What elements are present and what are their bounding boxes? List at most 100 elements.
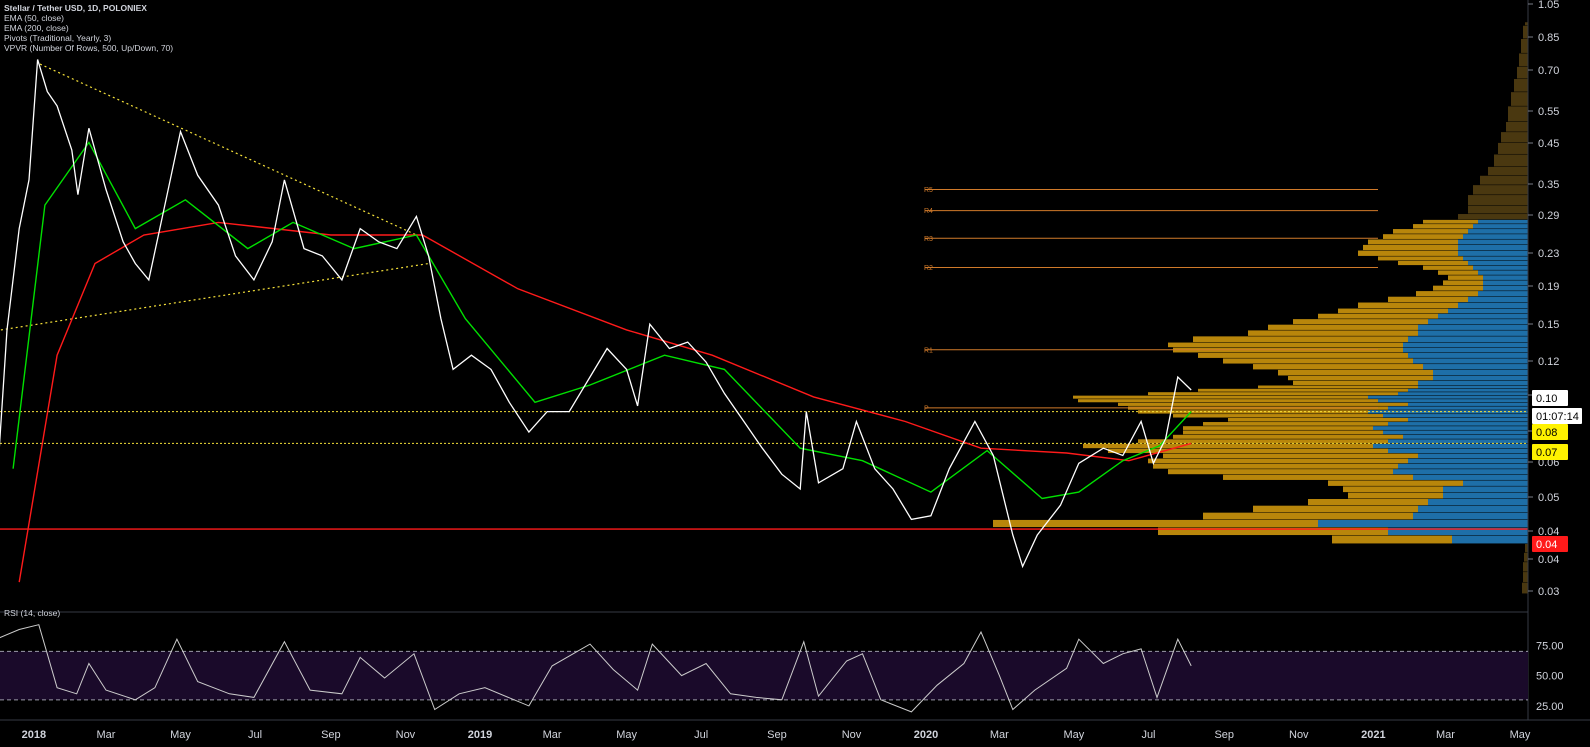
- chart-legend: Stellar / Tether USD, 1D, POLONIEX EMA (…: [4, 3, 173, 53]
- price-tick-label: 0.05: [1538, 492, 1559, 504]
- legend-pivots[interactable]: Pivots (Traditional, Yearly, 3): [4, 33, 112, 43]
- vp-row-down: [1183, 430, 1383, 435]
- vp-row-up: [1478, 219, 1528, 224]
- time-tick-label: Sep: [321, 729, 341, 741]
- vp-row-down: [1293, 319, 1428, 325]
- vp-row-up: [1463, 234, 1528, 239]
- vp-row-up: [1463, 480, 1528, 486]
- trendlines: [0, 63, 429, 331]
- vp-row-up: [1468, 296, 1528, 303]
- vp-row-up: [1403, 434, 1528, 439]
- rsi-pane: [0, 624, 1528, 713]
- vp-row-down: [1525, 22, 1528, 26]
- vp-row-down: [1308, 499, 1428, 506]
- volume-profile: [993, 22, 1528, 594]
- time-tick-label: 2020: [914, 729, 938, 741]
- pivot-label-r1: R1: [924, 347, 933, 354]
- time-tick-label: 2019: [468, 729, 492, 741]
- vp-row-down: [1118, 402, 1408, 406]
- pivot-levels: R5 R4 R3 R2 R1 P: [924, 187, 1378, 412]
- vp-row-down: [1318, 313, 1438, 319]
- vp-row-down: [1525, 543, 1528, 553]
- vp-row-down: [1153, 463, 1398, 469]
- vp-row-up: [1413, 358, 1528, 364]
- vp-row-down: [1078, 399, 1378, 403]
- legend-ema200[interactable]: EMA (200, close): [4, 23, 69, 33]
- vp-row-down: [1183, 426, 1373, 430]
- vp-row-down: [1332, 535, 1452, 544]
- price-line: [0, 59, 1192, 569]
- price-tick-label: 0.85: [1538, 32, 1559, 44]
- vp-row-up: [1452, 535, 1528, 544]
- vp-row-down: [1523, 25, 1528, 39]
- vp-row-down: [1223, 358, 1413, 364]
- pivot-label-p: P: [924, 405, 929, 412]
- vp-row-down: [1168, 342, 1403, 348]
- time-tick-label: Mar: [1436, 729, 1455, 741]
- vp-row-up: [1438, 313, 1528, 319]
- vp-row-up: [1418, 330, 1528, 336]
- vp-row-down: [1348, 492, 1443, 499]
- time-tick-label: May: [616, 729, 637, 741]
- price-label-box: [1532, 390, 1568, 406]
- time-tick-label: Sep: [767, 729, 787, 741]
- vp-row-down: [1519, 53, 1528, 67]
- price-tick-label: 0.23: [1538, 248, 1559, 260]
- vp-row-up: [1428, 499, 1528, 506]
- time-tick-label: May: [170, 729, 191, 741]
- time-tick-label: Jul: [248, 729, 262, 741]
- time-axis[interactable]: 2018 Mar May Jul Sep Nov 2019 Mar May Jul Sep Nov 20…: [0, 719, 1590, 741]
- vp-row-up: [1318, 519, 1528, 528]
- rsi-band: [0, 651, 1528, 700]
- vp-row-down: [1253, 505, 1418, 513]
- vp-row-up: [1478, 270, 1528, 275]
- pivot-label-r3: R3: [924, 236, 933, 243]
- vp-row-down: [1108, 448, 1388, 454]
- rsi-legend[interactable]: RSI (14, close): [4, 608, 61, 618]
- vp-row-down: [1368, 239, 1458, 245]
- legend-ema50[interactable]: EMA (50, close): [4, 13, 64, 23]
- vp-row-up: [1483, 275, 1528, 280]
- rsi-axis[interactable]: 75.00 50.00 25.00: [1536, 640, 1564, 713]
- trendline-1: [0, 262, 429, 331]
- rsi-tick-label: 50.00: [1536, 671, 1564, 683]
- trendline-0: [39, 63, 417, 236]
- time-tick-label: Mar: [990, 729, 1009, 741]
- horizontal-lines: [0, 411, 1528, 530]
- vp-row-down: [1378, 256, 1463, 261]
- time-tick-label: May: [1064, 729, 1085, 741]
- vp-row-down: [1083, 443, 1373, 449]
- vp-row-down: [1268, 324, 1418, 330]
- price-label-text: 0.10: [1536, 393, 1557, 405]
- legend-title[interactable]: Stellar / Tether USD, 1D, POLONIEX: [4, 3, 147, 13]
- vp-row-down: [1508, 106, 1528, 122]
- vp-row-down: [1506, 121, 1528, 132]
- legend-vpvr[interactable]: VPVR (Number Of Rows, 500, Up/Down, 70): [4, 43, 174, 53]
- price-label-box: [1532, 536, 1568, 552]
- vp-row-down: [1148, 392, 1398, 396]
- pivot-label-r4: R4: [924, 208, 933, 215]
- vp-row-up: [1388, 422, 1528, 426]
- vp-row-up: [1408, 352, 1528, 358]
- vp-row-up: [1418, 380, 1528, 386]
- price-tick-label: 0.29: [1538, 210, 1559, 222]
- price-tick-label: 0.04: [1538, 554, 1559, 566]
- price-label-text: 0.04: [1536, 539, 1557, 551]
- vp-row-down: [1278, 369, 1433, 376]
- vp-row-up: [1373, 443, 1528, 449]
- vp-row-down: [1328, 480, 1463, 486]
- price-label-text: 0.08: [1536, 427, 1557, 439]
- price-tick-label: 0.70: [1538, 65, 1559, 77]
- price-tick-label: 0.12: [1538, 356, 1559, 368]
- ema200-line: [18, 221, 1192, 583]
- vp-row-up: [1478, 291, 1528, 297]
- vp-row-down: [1438, 270, 1478, 275]
- vp-row-down: [1433, 285, 1483, 291]
- vp-row-up: [1423, 364, 1528, 370]
- price-tick-label: 1.05: [1538, 0, 1559, 11]
- vp-row-down: [1443, 280, 1483, 286]
- vp-row-down: [1480, 175, 1528, 185]
- vp-row-up: [1448, 308, 1528, 314]
- vp-row-up: [1368, 395, 1528, 399]
